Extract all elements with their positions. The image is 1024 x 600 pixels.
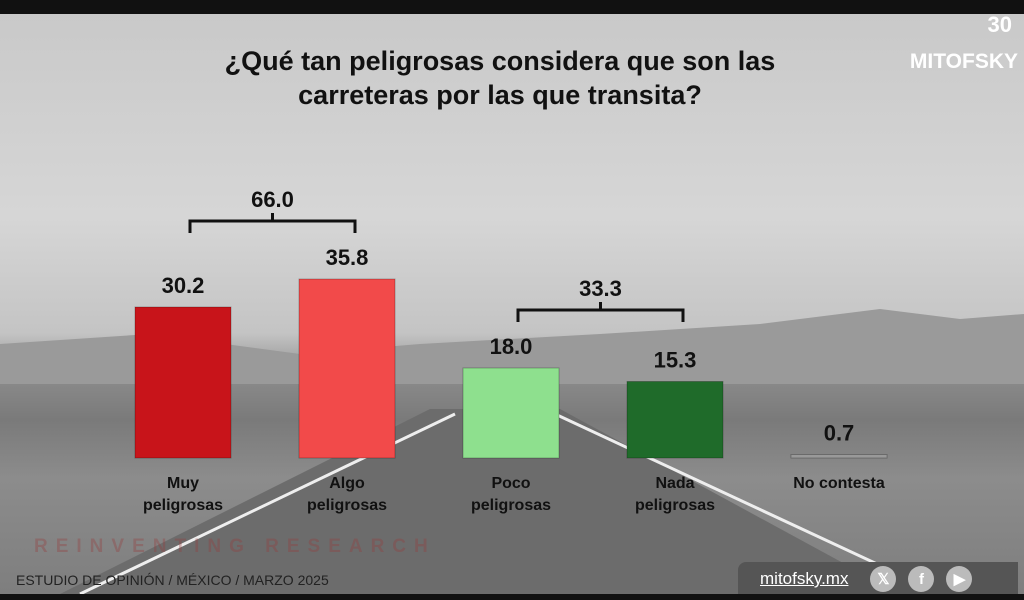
mitofsky-logo: 30 MITOFSKY bbox=[909, 14, 1018, 74]
group-bracket bbox=[188, 213, 357, 233]
bar bbox=[298, 278, 396, 459]
slide: ¿Qué tan peligrosas considera que son la… bbox=[0, 14, 1024, 594]
category-label: peligrosas bbox=[143, 497, 223, 514]
value-label: 18.0 bbox=[490, 334, 533, 359]
value-label: 0.7 bbox=[824, 421, 855, 446]
category-label: peligrosas bbox=[307, 497, 387, 514]
category-label: peligrosas bbox=[635, 497, 715, 514]
social-bar: mitofsky.mx 𝕏 f ▶ bbox=[738, 562, 1018, 594]
road-background bbox=[0, 309, 1024, 594]
logo-badge: 30 bbox=[987, 14, 1012, 37]
title-line-2: carreteras por las que transita? bbox=[298, 80, 702, 110]
youtube-icon[interactable]: ▶ bbox=[946, 566, 973, 592]
bar bbox=[134, 306, 232, 459]
category-label: No contesta bbox=[793, 475, 885, 492]
chart-title: ¿Qué tan peligrosas considera que son la… bbox=[120, 44, 880, 112]
value-label: 15.3 bbox=[654, 348, 697, 373]
group-total-label: 33.3 bbox=[579, 276, 622, 301]
value-label: 35.8 bbox=[326, 245, 369, 270]
bar bbox=[790, 454, 888, 459]
group-total-label: 66.0 bbox=[251, 187, 294, 212]
title-line-1: ¿Qué tan peligrosas considera que son la… bbox=[224, 46, 776, 76]
category-label: Nada bbox=[655, 475, 694, 492]
watermark: REINVENTING RESEARCH bbox=[34, 536, 436, 557]
category-label: Algo bbox=[329, 475, 365, 492]
x-icon[interactable]: 𝕏 bbox=[870, 566, 897, 592]
website-link[interactable]: mitofsky.mx bbox=[760, 569, 849, 588]
study-caption: ESTUDIO DE OPINIÓN / MÉXICO / MARZO 2025 bbox=[16, 572, 329, 588]
value-label: 30.2 bbox=[162, 273, 205, 298]
bar bbox=[626, 381, 724, 459]
bar bbox=[462, 367, 560, 459]
facebook-icon[interactable]: f bbox=[908, 566, 935, 592]
logo-text: MITOFSKY bbox=[909, 50, 1018, 73]
category-label: peligrosas bbox=[471, 497, 551, 514]
group-bracket bbox=[516, 302, 685, 322]
category-label: Poco bbox=[491, 475, 530, 492]
category-label: Muy bbox=[167, 475, 199, 492]
bar-chart: 30.2 Muy peligrosas 35.8 Algo peligrosas 18.0 P… bbox=[134, 187, 888, 514]
